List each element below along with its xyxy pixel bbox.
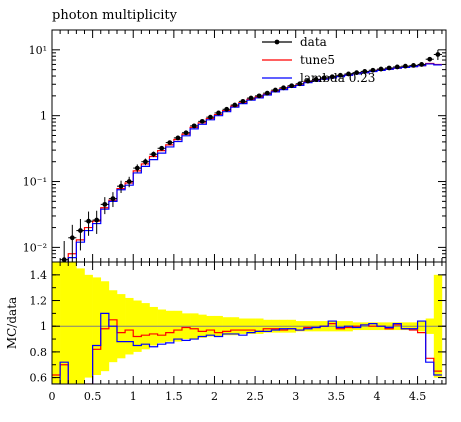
data-point — [394, 64, 400, 70]
legend-label-data: data — [300, 35, 327, 49]
data-point — [264, 90, 270, 96]
main-plot-frame — [51, 29, 447, 263]
data-point — [69, 235, 75, 241]
data-point — [427, 56, 433, 62]
data-point — [240, 98, 246, 104]
x-tick-label: 1.5 — [165, 390, 183, 403]
legend-marker-data — [274, 39, 280, 45]
data-point — [216, 110, 221, 116]
data-point — [370, 67, 376, 73]
y-tick-label: 1 — [40, 110, 47, 123]
ratio-plot-area — [52, 262, 446, 384]
data-point — [126, 179, 132, 184]
ratio-plot-frame — [51, 261, 447, 385]
data-point — [337, 72, 343, 78]
data-point — [208, 114, 213, 120]
data-point — [199, 118, 205, 124]
data-point — [248, 95, 254, 101]
ratio-y-tick-label: 1 — [40, 320, 47, 333]
x-tick-label: 0.5 — [84, 390, 102, 403]
x-tick-label: 3 — [292, 390, 299, 403]
x-tick-label: 0 — [49, 390, 56, 403]
data-point — [273, 87, 278, 93]
chart-title: photon multiplicity — [52, 8, 178, 23]
data-point — [281, 85, 286, 91]
data-point — [362, 69, 368, 74]
data-point — [329, 74, 335, 80]
x-tick-label: 2 — [211, 390, 218, 403]
axes: 10⁻² 10⁻¹ 1 10¹ 0.6 0.8 1 1.2 1.4 0 0.5 1 1.5 2 2.5 3 3.… — [23, 29, 447, 403]
x-tick-label: 3.5 — [328, 390, 346, 403]
data-point — [297, 81, 303, 87]
data-point — [183, 130, 189, 136]
data-point — [143, 159, 148, 165]
legend-label-lambda-0-23: lambda 0.23 — [300, 71, 375, 85]
x-tick-label: 2.5 — [246, 390, 264, 403]
data-point — [289, 83, 295, 89]
uncertainty-band-bin — [60, 262, 69, 384]
data-point — [94, 217, 100, 223]
ratio-y-axis-label: MC/data — [5, 297, 19, 349]
data-point — [305, 78, 311, 84]
data-point — [411, 63, 416, 68]
data-point — [321, 75, 327, 81]
data-point — [346, 71, 351, 77]
data-point — [191, 123, 197, 129]
data-point — [419, 62, 425, 67]
ratio-y-tick-label: 0.6 — [30, 372, 48, 385]
ratio-y-tick-label: 1.2 — [30, 295, 48, 308]
ratio-y-tick-label: 1.4 — [30, 269, 48, 282]
data-point — [102, 201, 108, 207]
x-tick-label: 4.5 — [409, 390, 427, 403]
data-point — [435, 52, 441, 57]
main-plot-area — [60, 49, 442, 262]
data-point — [354, 70, 360, 76]
y-tick-label: 10¹ — [29, 44, 47, 57]
ratio-series-lambda-0-23 — [52, 312, 442, 384]
data-point — [224, 106, 230, 112]
data-point — [256, 93, 262, 99]
data-point — [159, 145, 165, 151]
ratio-y-tick-label: 0.8 — [30, 346, 48, 359]
data-point — [110, 196, 116, 202]
data-point — [378, 66, 384, 72]
y-tick-label: 10⁻² — [23, 241, 47, 254]
data-point — [175, 135, 181, 141]
data-point — [86, 218, 91, 224]
data-point — [61, 257, 67, 262]
legend: data tune5 lambda 0.23 — [262, 35, 375, 85]
uncertainty-band-bin — [52, 262, 61, 384]
y-tick-label: 10⁻¹ — [23, 176, 47, 189]
data-point — [134, 165, 140, 171]
data-point — [78, 228, 83, 233]
uncertainty-band-bin — [68, 262, 77, 384]
data-point — [402, 63, 408, 69]
series-tune5 — [67, 62, 442, 262]
data-point — [118, 183, 124, 189]
x-tick-label: 4 — [373, 390, 380, 403]
data-point — [386, 65, 392, 71]
data-point — [313, 77, 319, 82]
legend-label-tune5: tune5 — [300, 53, 335, 67]
data-point — [232, 102, 238, 108]
series-lambda-0-23 — [67, 63, 442, 262]
data-point — [151, 151, 156, 157]
x-tick-label: 1 — [130, 390, 137, 403]
data-point — [167, 140, 173, 146]
